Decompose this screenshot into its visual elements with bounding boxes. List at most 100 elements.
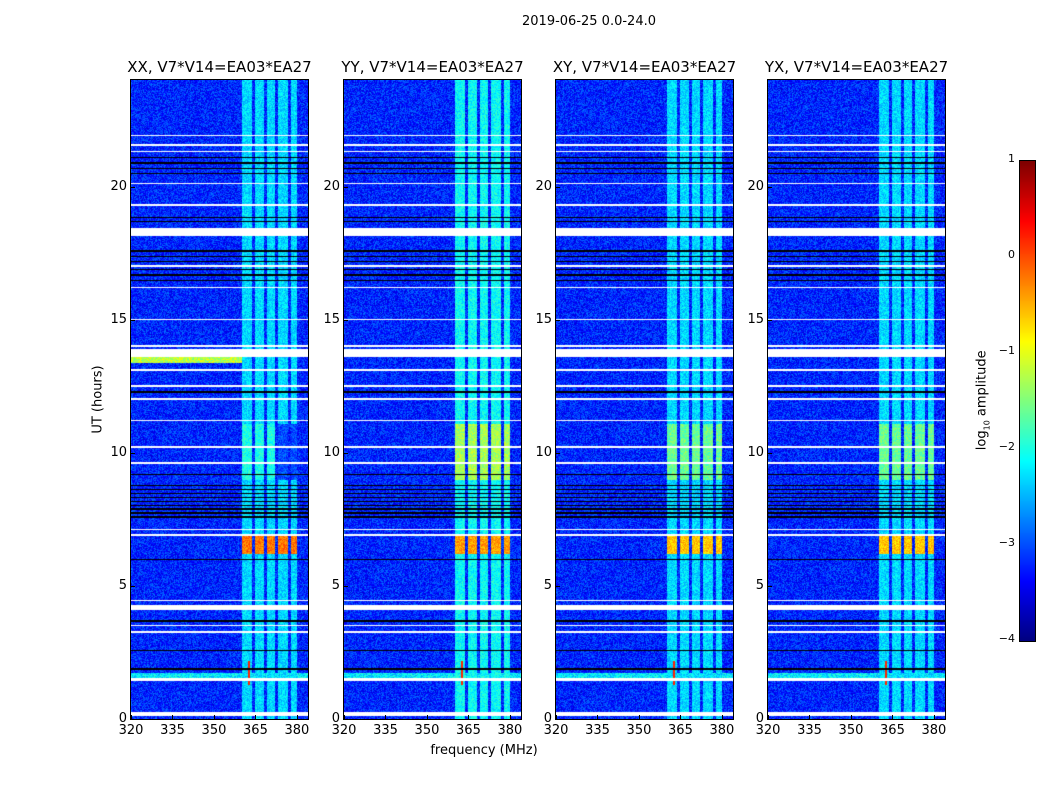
colorbar-tick-label: 0 [1008, 248, 1015, 261]
x-tick-label: 380 [921, 723, 947, 738]
x-tick-label: 365 [880, 723, 905, 738]
y-tick-mark [556, 186, 560, 188]
colorbar-tick-label: 1 [1008, 152, 1015, 165]
x-tick-label: 350 [626, 723, 652, 738]
y-tick-mark [131, 186, 135, 188]
x-tick-label: 365 [456, 723, 481, 738]
y-tick-mark [556, 452, 560, 454]
colorbar-tick-label: −4 [998, 632, 1015, 645]
x-tick-label: 335 [373, 723, 398, 738]
colorbar-label: log10 amplitude [974, 350, 992, 451]
x-tick-mark [426, 715, 428, 719]
x-tick-mark [638, 715, 640, 719]
x-tick-label: 320 [755, 723, 781, 738]
x-tick-mark [768, 715, 769, 719]
x-tick-mark [344, 715, 345, 719]
x-tick-mark [597, 715, 599, 719]
y-tick-label: 10 [110, 444, 127, 460]
y-tick-label: 15 [110, 311, 127, 327]
x-tick-mark [131, 715, 132, 719]
panel-title: XY, V7*V14=EA03*EA27 [552, 58, 737, 76]
y-tick-label: 20 [110, 178, 127, 194]
colorbar [1019, 160, 1036, 642]
y-tick-label: 10 [535, 444, 552, 460]
y-tick-mark [131, 585, 135, 587]
panel-title: YY, V7*V14=EA03*EA27 [341, 58, 524, 76]
x-tick-label: 365 [243, 723, 268, 738]
x-axis-label: frequency (MHz) [430, 743, 538, 758]
y-tick-label: 0 [118, 711, 127, 726]
waterfall-heatmap [556, 80, 733, 719]
waterfall-panel [343, 79, 522, 720]
x-tick-label: 380 [284, 723, 310, 738]
x-tick-label: 365 [668, 723, 693, 738]
waterfall-heatmap [131, 80, 308, 719]
x-tick-label: 320 [331, 723, 357, 738]
x-tick-label: 335 [797, 723, 822, 738]
x-tick-label: 320 [118, 723, 144, 738]
x-tick-mark [385, 715, 387, 719]
y-tick-mark [768, 319, 772, 321]
x-tick-mark [509, 715, 511, 719]
waterfall-heatmap [344, 80, 521, 719]
x-tick-mark [680, 715, 682, 719]
x-tick-mark [255, 715, 257, 719]
y-tick-mark [768, 719, 772, 720]
x-tick-label: 335 [585, 723, 610, 738]
y-tick-mark [344, 319, 348, 321]
y-tick-label: 0 [543, 711, 552, 726]
y-tick-mark [344, 719, 348, 720]
y-tick-mark [556, 719, 560, 720]
waterfall-panel [555, 79, 734, 720]
y-tick-label: 20 [747, 178, 764, 194]
colorbar-tick-label: −3 [998, 536, 1015, 549]
y-tick-label: 5 [543, 577, 552, 593]
y-tick-mark [768, 585, 772, 587]
y-tick-label: 10 [747, 444, 764, 460]
y-tick-label: 15 [323, 311, 340, 327]
x-tick-label: 380 [497, 723, 523, 738]
x-tick-mark [809, 715, 811, 719]
y-tick-mark [768, 452, 772, 454]
waterfall-heatmap [768, 80, 945, 719]
waterfall-panel [767, 79, 946, 720]
y-tick-label: 20 [535, 178, 552, 194]
x-tick-label: 350 [414, 723, 440, 738]
y-tick-mark [131, 452, 135, 454]
y-tick-mark [344, 585, 348, 587]
x-tick-mark [892, 715, 894, 719]
y-tick-label: 5 [755, 577, 764, 593]
y-tick-mark [344, 186, 348, 188]
x-tick-label: 320 [543, 723, 569, 738]
panel-title: YX, V7*V14=EA03*EA27 [764, 58, 949, 76]
x-tick-mark [468, 715, 470, 719]
y-tick-label: 0 [331, 711, 340, 726]
y-tick-label: 15 [747, 311, 764, 327]
y-tick-label: 5 [118, 577, 127, 593]
x-tick-mark [721, 715, 723, 719]
x-tick-mark [933, 715, 935, 719]
y-tick-label: 5 [331, 577, 340, 593]
y-tick-mark [768, 186, 772, 188]
y-tick-label: 15 [535, 311, 552, 327]
x-tick-label: 350 [838, 723, 864, 738]
waterfall-panel [130, 79, 309, 720]
y-axis-label: UT (hours) [90, 365, 106, 434]
panel-title: XX, V7*V14=EA03*EA27 [127, 58, 312, 76]
colorbar-tick-label: −2 [998, 440, 1015, 453]
x-tick-mark [172, 715, 174, 719]
x-tick-label: 335 [160, 723, 185, 738]
x-tick-label: 350 [201, 723, 227, 738]
y-tick-label: 10 [323, 444, 340, 460]
y-tick-mark [131, 719, 135, 720]
x-tick-mark [850, 715, 852, 719]
x-tick-mark [213, 715, 215, 719]
y-tick-label: 0 [755, 711, 764, 726]
x-tick-mark [296, 715, 298, 719]
y-tick-mark [556, 319, 560, 321]
x-tick-mark [556, 715, 557, 719]
y-tick-mark [131, 319, 135, 321]
colorbar-tick-label: −1 [998, 344, 1015, 357]
x-tick-label: 380 [709, 723, 735, 738]
y-tick-mark [556, 585, 560, 587]
